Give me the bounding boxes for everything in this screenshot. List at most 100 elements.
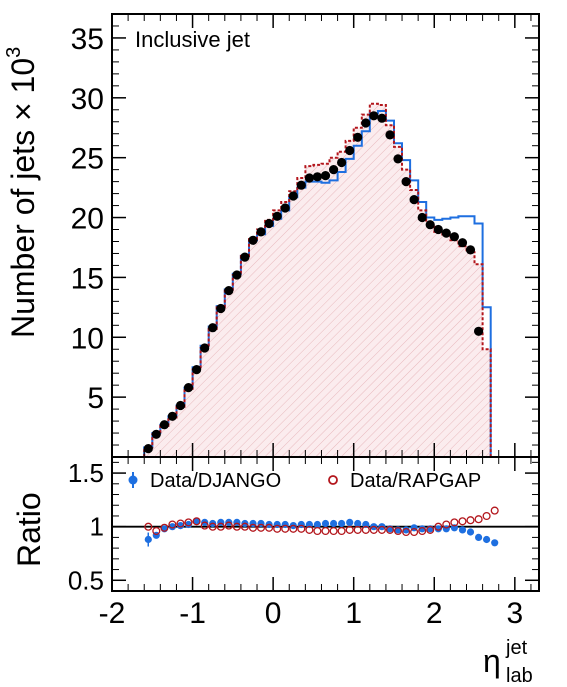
data-point — [151, 429, 161, 439]
y-tick-label: 20 — [71, 203, 104, 236]
rapgap-fill — [144, 103, 499, 458]
rapgap-ratio-point — [216, 522, 225, 531]
data-point — [449, 232, 459, 242]
data-point — [208, 323, 218, 333]
data-point — [409, 195, 419, 205]
rapgap-ratio-point — [369, 525, 378, 534]
django-ratio-point — [466, 528, 475, 536]
django-ratio-point — [402, 526, 410, 534]
data-point — [353, 132, 363, 142]
data-point — [457, 238, 468, 248]
django-ratio-point — [418, 525, 426, 533]
django-ratio-point — [475, 533, 483, 542]
svg-text:Number of jets × 103: Number of jets × 103 — [3, 47, 41, 338]
django-ratio-point — [144, 535, 152, 544]
rapgap-ratio-point — [442, 520, 451, 529]
data-point — [288, 191, 298, 201]
x-tick-label: 0 — [265, 597, 282, 630]
data-point — [465, 245, 476, 255]
x-tick-label: 2 — [426, 597, 443, 630]
data-point — [417, 212, 427, 223]
ratio-panel: -2 -1 0 1 2 30.511.5 Data/DJANGO Data/RAPGAP … — [11, 456, 540, 687]
django-ratio-point — [491, 539, 499, 547]
rapgap-ratio-point — [144, 522, 153, 531]
data-point — [159, 420, 169, 430]
data-point — [425, 220, 435, 230]
data-point — [143, 444, 153, 454]
data-point — [256, 227, 266, 237]
annotation-text: Inclusive jet — [135, 27, 250, 52]
django-ratio-point — [458, 526, 467, 534]
django-ratio-point — [338, 519, 346, 528]
x-axis-title-text: η — [483, 643, 501, 679]
data-point — [474, 326, 484, 336]
x-axis-title-sub: lab — [506, 665, 533, 687]
rapgap-ratio-point — [313, 526, 322, 536]
ratio-plot-border — [111, 456, 540, 592]
django-ratio-point — [176, 522, 185, 530]
main-marks — [143, 102, 499, 458]
rapgap-ratio-point — [458, 517, 467, 526]
data-point — [167, 411, 177, 421]
rapgap-ratio-point — [393, 526, 403, 536]
rapgap-ratio-point — [466, 516, 475, 525]
rapgap-ratio-point — [345, 525, 354, 534]
ratio-marks — [112, 506, 539, 547]
data-point — [264, 218, 274, 229]
data-point — [240, 252, 250, 262]
x-tick-label: 1 — [345, 597, 362, 630]
main-panel: 5 10 15 20 25 30 35 Inclusive jet Number of je… — [3, 13, 540, 458]
rapgap-ratio-point — [208, 522, 217, 531]
django-ratio-point — [483, 535, 491, 544]
ratio-y-axis-title: Ratio — [11, 492, 47, 567]
django-ratio-point — [184, 520, 193, 529]
x-axis-title-sup: jet — [505, 637, 528, 659]
data-point — [312, 172, 322, 182]
ratio-y-tick-label: 1.5 — [68, 458, 104, 488]
legend-rapgap-label: Data/RAPGAP — [350, 470, 481, 492]
rapgap-ratio-point — [337, 526, 346, 536]
data-point — [385, 130, 395, 140]
rapgap-ratio-point — [329, 526, 338, 536]
rapgap-ratio-point — [418, 526, 427, 536]
rapgap-ratio-point — [321, 526, 330, 536]
data-point — [296, 180, 306, 190]
rapgap-ratio-point — [265, 523, 274, 532]
ratio-y-tick-label: 1 — [90, 512, 104, 542]
data-point — [192, 365, 202, 375]
y-tick-label: 30 — [71, 83, 104, 116]
rapgap-ratio-point — [232, 522, 241, 531]
django-ratio-point — [168, 523, 176, 531]
ratio-ticks: -2 -1 0 1 2 3 0.5 1 1.5 — [68, 457, 539, 630]
x-tick-label: -1 — [179, 597, 206, 630]
data-point — [433, 224, 443, 235]
data-point — [183, 383, 194, 393]
django-ratio-point — [313, 520, 321, 529]
y-axis-title-text: Number of jets × 10 — [5, 58, 41, 338]
django-ratio-point — [354, 519, 362, 528]
django-ratio-point — [321, 519, 330, 528]
y-tick-label: 5 — [87, 382, 104, 415]
rapgap-ratio-point — [200, 521, 209, 530]
main-ticks: 5 10 15 20 25 30 35 — [71, 14, 539, 457]
rapgap-ratio-point — [353, 525, 362, 534]
rapgap-ratio-point — [305, 525, 314, 534]
data-point — [320, 171, 331, 181]
data-point — [377, 113, 387, 123]
rapgap-ratio-point — [434, 522, 443, 531]
rapgap-ratio-point — [402, 527, 411, 537]
rapgap-ratio-point — [168, 520, 177, 529]
y-axis-exponent: 3 — [3, 47, 25, 58]
rapgap-ratio-point — [152, 526, 161, 536]
rapgap-ratio-point — [385, 525, 395, 534]
django-ratio-point — [193, 517, 201, 525]
y-axis-title: Number of jets × 103 — [3, 47, 41, 338]
django-ratio-point — [346, 518, 354, 527]
legend-django-label: Data/DJANGO — [150, 470, 281, 492]
data-point — [369, 111, 379, 121]
django-ratio-point — [330, 519, 338, 528]
x-axis-title: η jet lab — [483, 637, 533, 687]
rapgap-ratio-point — [482, 511, 491, 521]
data-point — [393, 154, 403, 164]
rapgap-ratio-point — [297, 524, 306, 533]
